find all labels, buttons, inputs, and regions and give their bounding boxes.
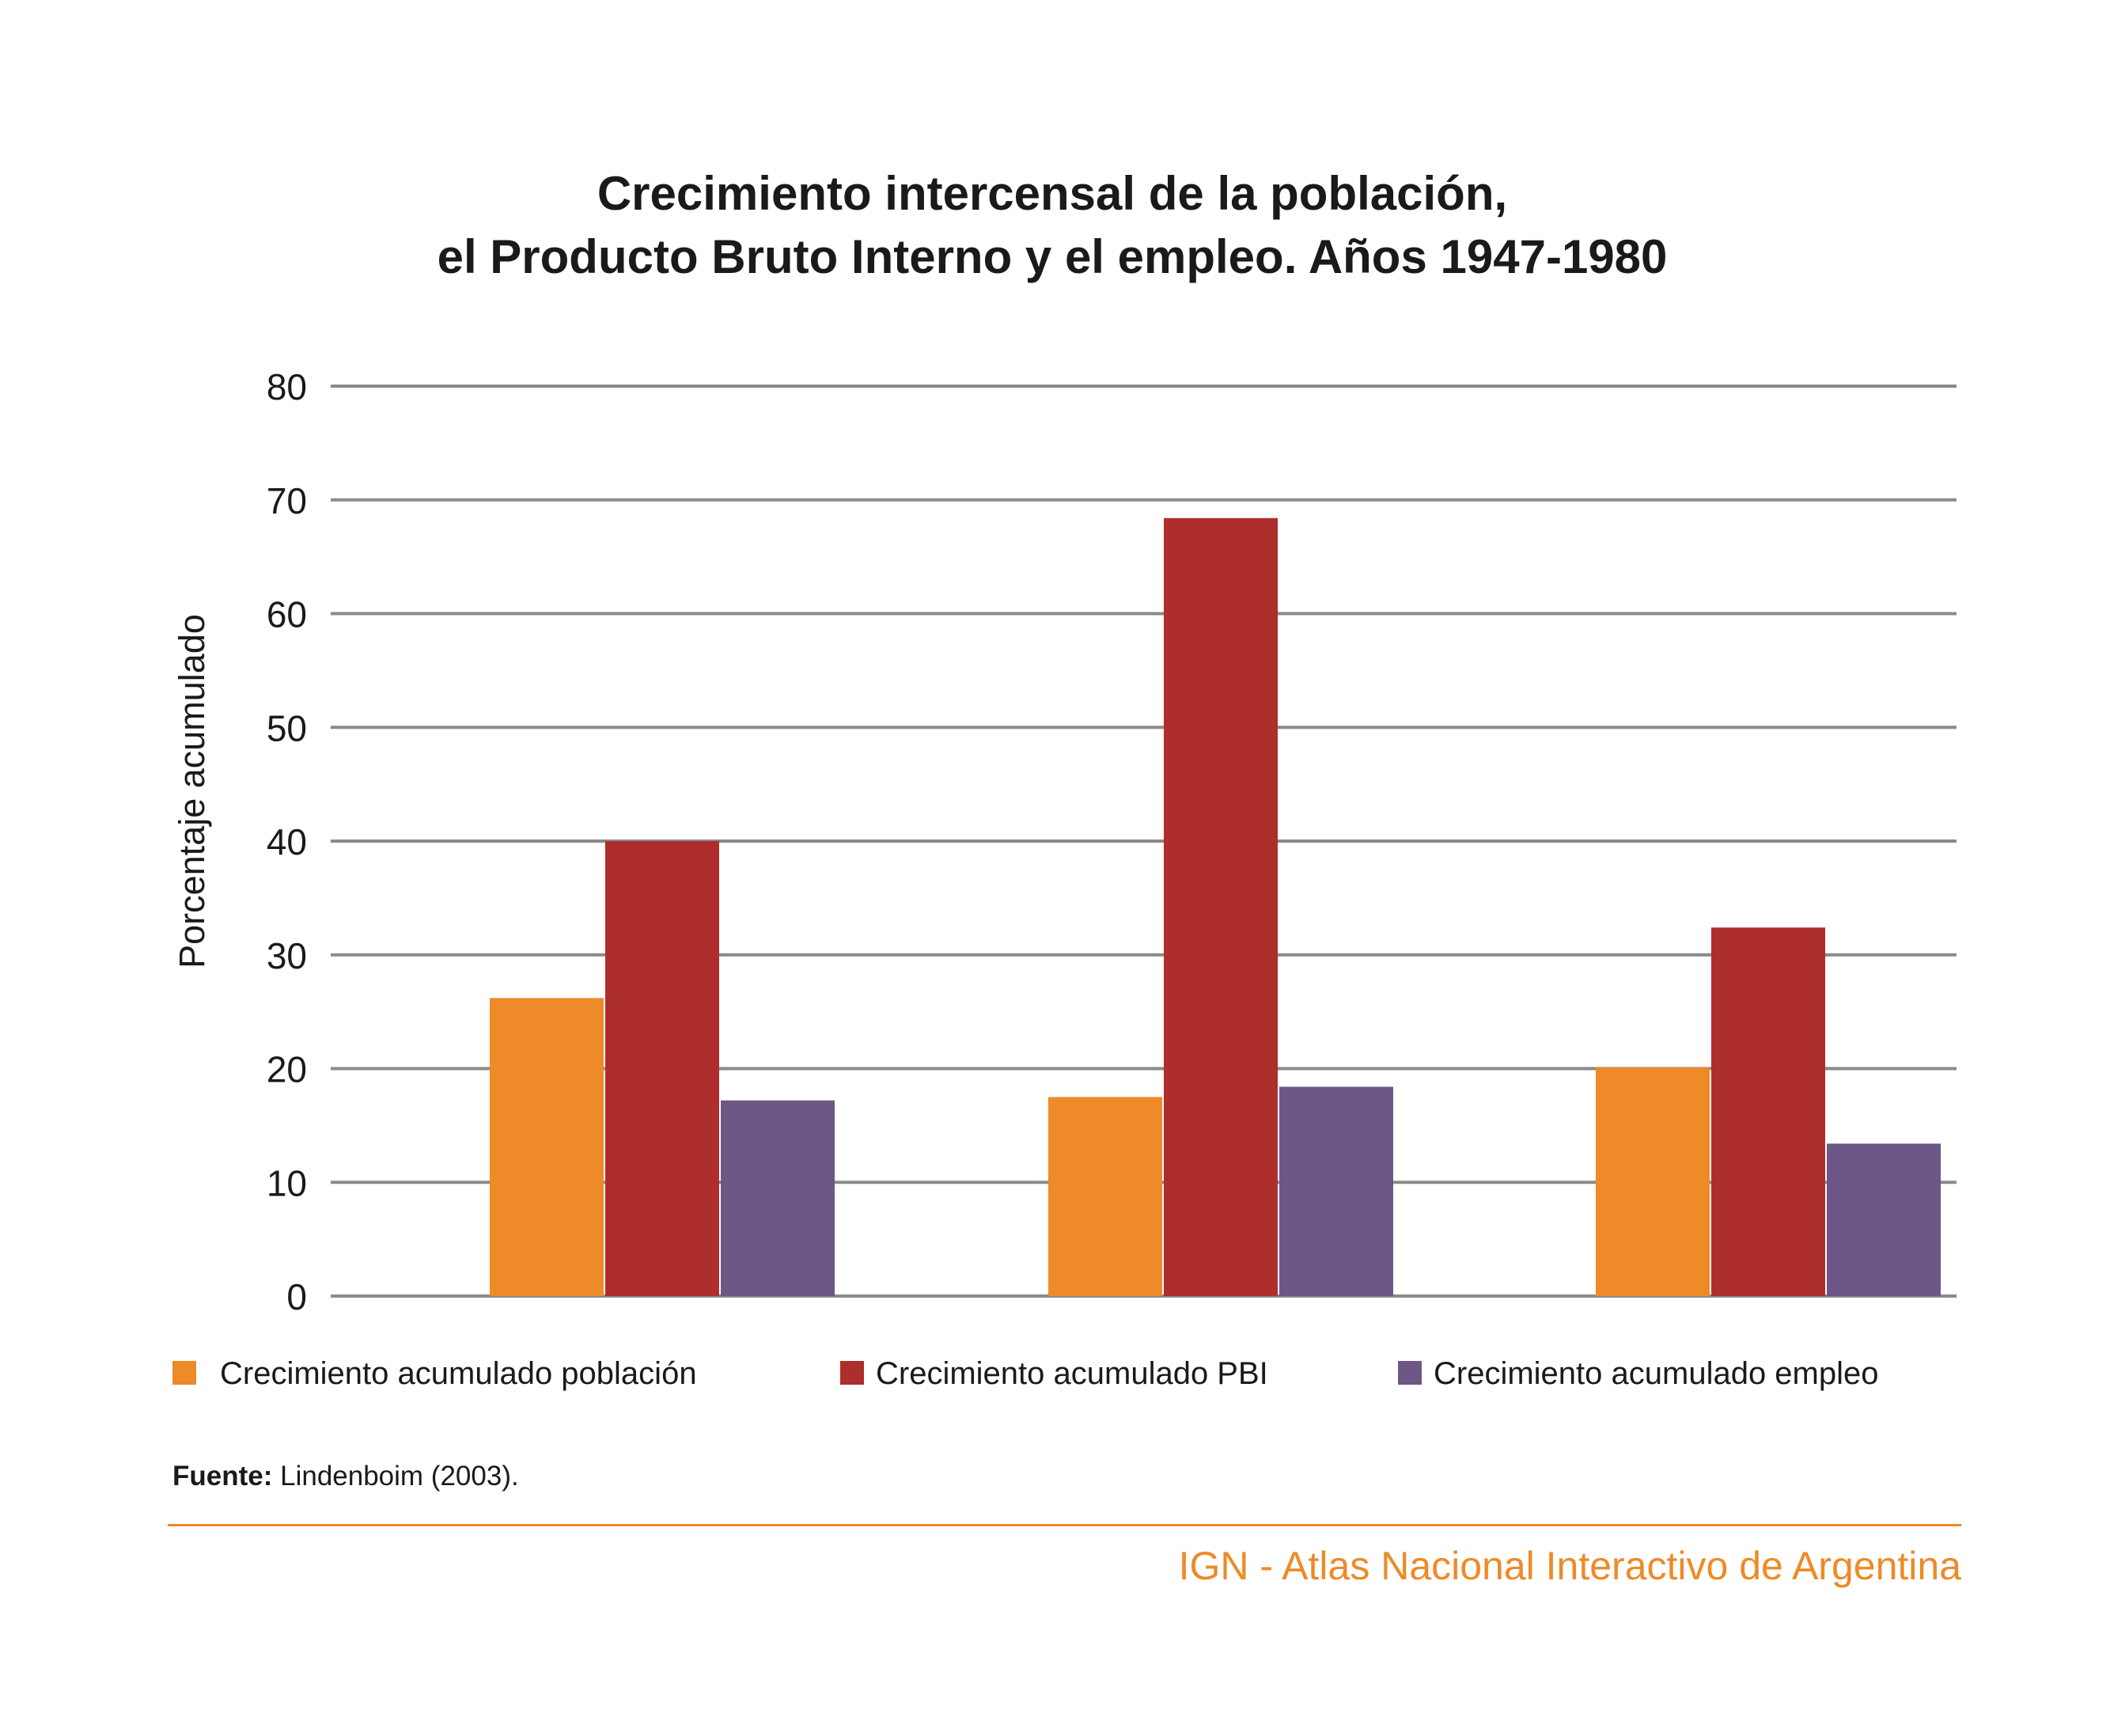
gridlines: [331, 385, 1957, 1298]
source-label: Fuente:: [172, 1461, 273, 1492]
footer-credit: IGN - Atlas Nacional Interactivo de Arge…: [1178, 1544, 1961, 1588]
bar: [490, 998, 604, 1296]
y-axis-label: Porcentaje acumulado: [172, 614, 212, 968]
legend-swatch: [172, 1361, 196, 1385]
bar: [1164, 517, 1278, 1296]
legend-swatch: [840, 1361, 864, 1385]
bars: [490, 517, 1941, 1296]
footer-divider: [168, 1524, 1961, 1526]
y-tick-label: 40: [267, 821, 307, 862]
y-tick-label: 20: [267, 1049, 307, 1090]
bar: [1827, 1143, 1941, 1296]
y-tick-label: 30: [267, 935, 307, 976]
legend-label: Crecimiento acumulado PBI: [876, 1356, 1268, 1391]
y-tick-label: 70: [267, 480, 307, 521]
y-tick-label: 0: [286, 1276, 307, 1317]
y-axis-ticks: 0 10 20 30 40 50 60 70 80: [267, 366, 307, 1317]
y-tick-label: 80: [267, 366, 307, 407]
bar: [1048, 1097, 1162, 1296]
legend-swatch: [1398, 1361, 1422, 1385]
legend: Crecimiento acumulado población Crecimien…: [172, 1356, 1879, 1391]
legend-label: Crecimiento acumulado población: [220, 1356, 697, 1391]
source-text: Lindenboim (2003).: [272, 1461, 519, 1492]
chart-title-line-2: el Producto Bruto Interno y el empleo. A…: [438, 230, 1668, 283]
bar: [1279, 1086, 1393, 1296]
y-tick-label: 60: [267, 594, 307, 635]
bar: [605, 841, 719, 1296]
y-tick-label: 50: [267, 707, 307, 749]
bar: [1711, 927, 1825, 1296]
chart-title-line-1: Crecimiento intercensal de la población,: [597, 167, 1507, 220]
bar: [721, 1100, 835, 1296]
y-tick-label: 10: [267, 1162, 307, 1203]
legend-label: Crecimiento acumulado empleo: [1434, 1356, 1879, 1391]
source-note: Fuente: Lindenboim (2003).: [172, 1461, 519, 1492]
bar: [1596, 1067, 1710, 1296]
